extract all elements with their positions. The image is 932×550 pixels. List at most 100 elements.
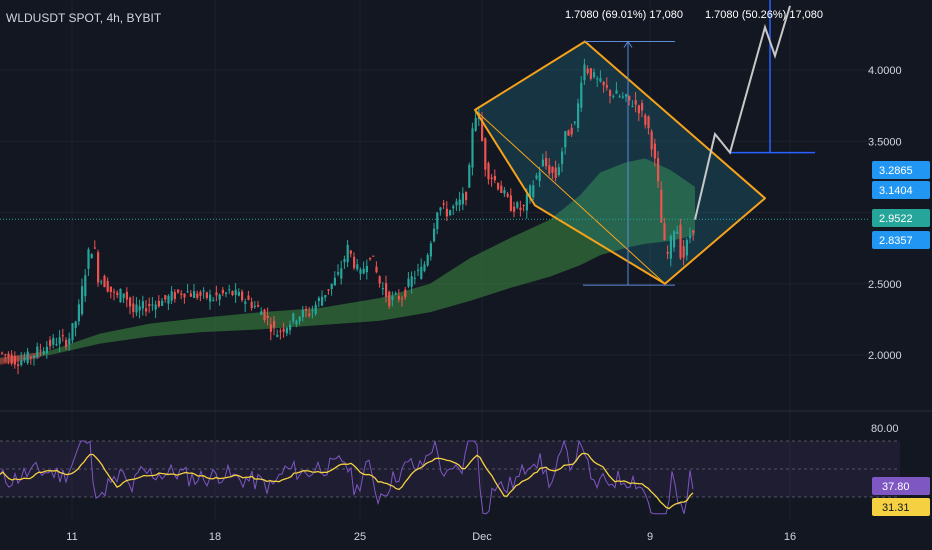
- candle-body: [228, 289, 231, 291]
- candle-body: [583, 64, 586, 81]
- candle-body: [327, 289, 330, 291]
- candle-body: [407, 278, 410, 287]
- candle-body: [621, 96, 624, 98]
- candle-body: [68, 338, 71, 345]
- candle-body: [145, 308, 148, 312]
- candle-body: [218, 294, 221, 300]
- candle-body: [625, 94, 628, 97]
- rsi-ma-line: [0, 452, 694, 510]
- candle-body: [74, 321, 77, 328]
- candle-body: [445, 208, 448, 217]
- candle-body: [234, 289, 237, 296]
- candle-body: [439, 207, 442, 211]
- candle-body: [468, 164, 471, 188]
- candles: [1, 58, 695, 375]
- candle-body: [602, 81, 605, 86]
- price-badge: [872, 209, 930, 227]
- candle-body: [109, 286, 112, 292]
- candle-body: [247, 295, 250, 300]
- candle-body: [202, 290, 205, 292]
- price-badge: [872, 161, 930, 179]
- candle-body: [497, 183, 500, 190]
- candle-body: [151, 304, 154, 306]
- candle-body: [343, 258, 346, 263]
- candle-body: [404, 289, 407, 298]
- candle-body: [215, 292, 218, 296]
- candle-body: [36, 346, 39, 358]
- candle-body: [23, 358, 26, 361]
- candle-body: [548, 165, 551, 174]
- candle-body: [17, 364, 20, 366]
- candle-body: [567, 130, 570, 136]
- candle-body: [442, 203, 445, 205]
- candle-body: [615, 90, 618, 94]
- candle-body: [205, 292, 208, 298]
- candle-body: [129, 297, 132, 307]
- candle-body: [596, 78, 599, 80]
- candle-body: [186, 291, 189, 293]
- ticker-title: WLDUSDT SPOT, 4h, BYBIT: [6, 11, 162, 25]
- candle-body: [420, 266, 423, 279]
- x-tick-label: 9: [647, 531, 653, 543]
- candle-body: [71, 323, 74, 341]
- candle-body: [317, 297, 320, 302]
- candle-body: [653, 143, 656, 159]
- candle-body: [669, 235, 672, 259]
- candle-body: [413, 277, 416, 279]
- candle-body: [519, 207, 522, 210]
- candle-body: [359, 269, 362, 274]
- candle-body: [138, 306, 141, 311]
- projection-line: [694, 5, 791, 220]
- candle-body: [26, 351, 29, 363]
- candle-body: [349, 250, 352, 254]
- candle-body: [605, 85, 608, 88]
- candle-body: [330, 283, 333, 289]
- candle-body: [362, 268, 365, 274]
- candle-body: [356, 264, 359, 270]
- candle-body: [429, 243, 432, 257]
- candle-body: [516, 202, 519, 208]
- candle-body: [106, 280, 109, 292]
- candle-body: [388, 291, 391, 307]
- candle-body: [465, 192, 468, 201]
- candle-body: [385, 283, 388, 297]
- candle-body: [612, 95, 615, 97]
- x-tick-label: 16: [784, 531, 796, 543]
- candle-body: [305, 308, 308, 311]
- candle-body: [231, 291, 234, 296]
- candle-body: [292, 313, 295, 322]
- candle-body: [225, 292, 228, 294]
- candle-body: [692, 230, 695, 233]
- candle-body: [276, 334, 279, 337]
- candle-body: [164, 295, 167, 300]
- candle-body: [369, 257, 372, 260]
- candle-body: [436, 212, 439, 230]
- candle-body: [365, 265, 368, 273]
- candle-body: [573, 121, 576, 123]
- candle-body: [570, 127, 573, 135]
- candle-body: [580, 82, 583, 108]
- candle-body: [541, 159, 544, 166]
- candle-body: [337, 272, 340, 275]
- candle-body: [29, 357, 32, 359]
- candle-body: [65, 340, 68, 347]
- measure-tools: [0, 0, 870, 286]
- candle-body: [564, 131, 567, 148]
- candle-body: [39, 350, 42, 352]
- candle-body: [87, 249, 90, 269]
- candle-body: [577, 103, 580, 128]
- measure-arrow: [623, 40, 633, 48]
- candle-body: [7, 353, 10, 358]
- rsi-panel: [0, 439, 900, 515]
- candle-body: [426, 255, 429, 266]
- rsi-ma-badge-label: 31.31: [882, 502, 910, 514]
- pattern-outline: [474, 40, 766, 285]
- candle-body: [663, 223, 666, 241]
- candle-body: [535, 175, 538, 179]
- candle-body: [154, 304, 157, 310]
- candle-body: [84, 275, 87, 297]
- candle-body: [593, 72, 596, 78]
- candle-body: [500, 185, 503, 193]
- price-badge: [872, 231, 930, 249]
- candle-body: [433, 228, 436, 242]
